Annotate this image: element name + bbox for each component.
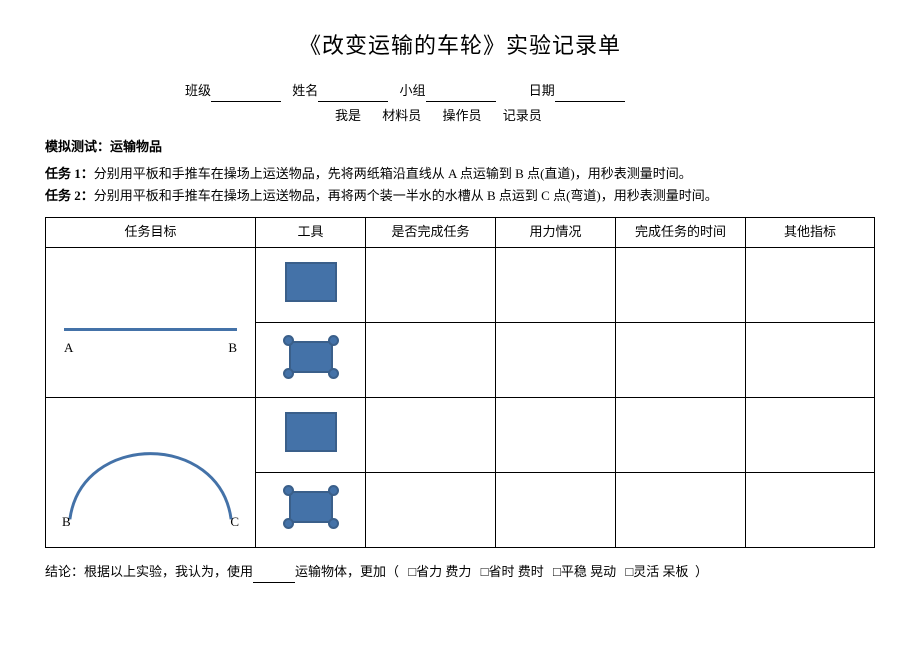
cell-empty[interactable] — [616, 247, 746, 322]
task1-label: 任务 1： — [45, 166, 94, 181]
class-input[interactable] — [211, 86, 281, 102]
opt-flexible[interactable]: □灵活 — [625, 562, 659, 583]
role-operator: 操作员 — [443, 108, 482, 123]
role-prefix: 我是 — [335, 108, 361, 123]
opt-rigid: 呆板 — [663, 564, 689, 579]
col-other: 其他指标 — [746, 218, 875, 248]
opt-cost-effort: 费力 — [445, 564, 471, 579]
flat-board-icon — [285, 412, 337, 452]
tool-cart-1 — [256, 322, 366, 397]
conclusion: 结论：根据以上实验，我认为，使用 运输物体，更加（ □省力 费力 □省时 费时 □… — [45, 562, 875, 583]
record-table: 任务目标 工具 是否完成任务 用力情况 完成任务的时间 其他指标 A B — [45, 217, 875, 548]
point-c-label: C — [230, 512, 239, 533]
cell-empty[interactable] — [366, 472, 496, 547]
cell-empty[interactable] — [496, 397, 616, 472]
point-b-label: B — [228, 338, 237, 359]
cell-empty[interactable] — [496, 322, 616, 397]
task2-text: 分别用平板和手推车在操场上运送物品，再将两个装一半水的水槽从 B 点运到 C 点… — [94, 188, 718, 203]
flat-board-icon — [285, 262, 337, 302]
point-b-label-2: B — [62, 512, 71, 533]
table-row: B C — [46, 397, 875, 472]
page-title: 《改变运输的车轮》实验记录单 — [45, 28, 875, 63]
role-material: 材料员 — [382, 108, 421, 123]
cell-empty[interactable] — [366, 397, 496, 472]
straight-line-icon — [64, 328, 237, 331]
cart-icon — [283, 335, 339, 379]
task1-text: 分别用平板和手推车在操场上运送物品，先将两纸箱沿直线从 A 点运输到 B 点(直… — [94, 166, 692, 181]
table-row: A B — [46, 247, 875, 322]
header-fields: 班级 姓名 小组 日期 — [45, 81, 875, 102]
tool-flat-2 — [256, 397, 366, 472]
cell-empty[interactable] — [366, 247, 496, 322]
group-input[interactable] — [426, 86, 496, 102]
opt-stable[interactable]: □平稳 — [553, 562, 587, 583]
group-label: 小组 — [400, 83, 426, 98]
cell-empty[interactable] — [746, 472, 875, 547]
class-label: 班级 — [185, 83, 211, 98]
section-head: 模拟测试：运输物品 — [45, 137, 875, 158]
conclusion-blank[interactable] — [253, 567, 295, 583]
cell-empty[interactable] — [616, 472, 746, 547]
cell-empty[interactable] — [616, 322, 746, 397]
opt-save-time[interactable]: □省时 — [481, 562, 515, 583]
date-label: 日期 — [529, 83, 555, 98]
opt-cost-time: 费时 — [518, 564, 544, 579]
goal-curve: B C — [46, 397, 256, 547]
col-done: 是否完成任务 — [366, 218, 496, 248]
conclusion-mid: 运输物体，更加（ — [295, 564, 399, 579]
col-tool: 工具 — [256, 218, 366, 248]
col-goal: 任务目标 — [46, 218, 256, 248]
curve-icon — [62, 422, 239, 529]
tool-flat-1 — [256, 247, 366, 322]
date-input[interactable] — [555, 86, 625, 102]
task-2: 任务 2：分别用平板和手推车在操场上运送物品，再将两个装一半水的水槽从 B 点运… — [45, 186, 875, 207]
tool-cart-2 — [256, 472, 366, 547]
opt-shake: 晃动 — [590, 564, 616, 579]
cell-empty[interactable] — [746, 247, 875, 322]
col-time: 完成任务的时间 — [616, 218, 746, 248]
table-header-row: 任务目标 工具 是否完成任务 用力情况 完成任务的时间 其他指标 — [46, 218, 875, 248]
role-recorder: 记录员 — [503, 108, 542, 123]
cart-icon — [283, 485, 339, 529]
conclusion-prefix: 结论：根据以上实验，我认为，使用 — [45, 564, 253, 579]
opt-save-effort[interactable]: □省力 — [408, 562, 442, 583]
cell-empty[interactable] — [366, 322, 496, 397]
point-a-label: A — [64, 338, 73, 359]
name-input[interactable] — [318, 86, 388, 102]
role-row: 我是 材料员 操作员 记录员 — [45, 106, 875, 127]
cell-empty[interactable] — [496, 247, 616, 322]
cell-empty[interactable] — [746, 397, 875, 472]
task2-label: 任务 2： — [45, 188, 94, 203]
task-1: 任务 1：分别用平板和手推车在操场上运送物品，先将两纸箱沿直线从 A 点运输到 … — [45, 164, 875, 185]
goal-straight: A B — [46, 247, 256, 397]
cell-empty[interactable] — [616, 397, 746, 472]
conclusion-end: ） — [695, 564, 708, 579]
cell-empty[interactable] — [746, 322, 875, 397]
cell-empty[interactable] — [496, 472, 616, 547]
col-force: 用力情况 — [496, 218, 616, 248]
name-label: 姓名 — [292, 83, 318, 98]
